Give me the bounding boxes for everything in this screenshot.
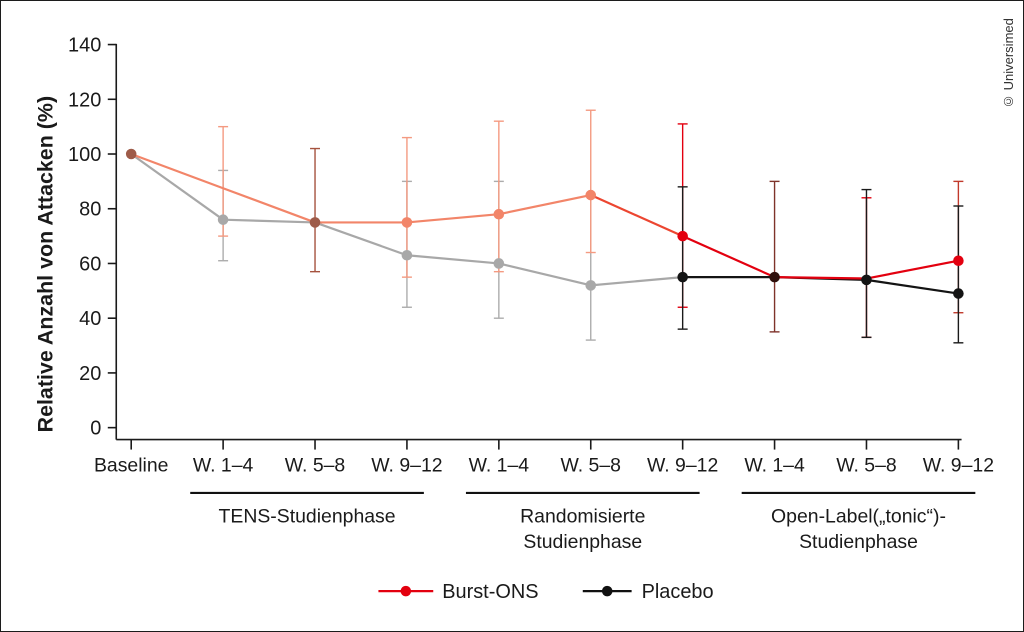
x-category-label: W. 5–8	[561, 455, 621, 477]
data-point-placebo	[401, 249, 413, 261]
y-tick-label: 0	[90, 418, 101, 440]
data-point-placebo	[861, 274, 872, 286]
data-point-burst-ons	[401, 217, 413, 228]
phase-label: Studienphase	[523, 531, 642, 553]
y-tick-label: 20	[79, 363, 101, 385]
series-segment-placebo	[314, 221, 408, 257]
data-point-burst-ons	[953, 255, 964, 267]
series-segment-placebo	[590, 276, 683, 287]
legend-label: Burst-ONS	[442, 581, 538, 603]
x-category-label: W. 1–4	[744, 455, 805, 477]
data-point-burst-ons	[309, 217, 321, 228]
y-tick-label: 80	[79, 199, 101, 221]
x-category-label: W. 9–12	[923, 455, 994, 477]
series-segment-placebo	[130, 153, 224, 221]
series-segment-burst-ons	[682, 235, 776, 279]
y-tick-label: 120	[68, 89, 101, 111]
series-segment-placebo	[866, 278, 959, 295]
y-axis-title: Relative Anzahl von Attacken (%)	[33, 96, 57, 432]
legend-label: Placebo	[642, 581, 714, 603]
series-segment-burst-ons	[590, 194, 684, 238]
data-point-placebo	[953, 288, 964, 299]
legend-marker	[400, 585, 412, 597]
legend-marker	[601, 585, 613, 597]
x-category-label: W. 1–4	[193, 455, 254, 477]
series-segment-placebo	[498, 262, 592, 287]
phase-label: Open-Label(„tonic“)-	[771, 505, 946, 527]
x-category-label: W. 1–4	[469, 455, 530, 477]
series-segment-burst-ons	[222, 187, 316, 224]
y-tick-label: 60	[79, 253, 101, 275]
series-segment-burst-ons	[498, 193, 591, 216]
series-segment-placebo	[223, 218, 316, 224]
x-category-label: W. 5–8	[836, 455, 896, 477]
data-point-placebo	[677, 271, 688, 283]
data-point-placebo	[769, 271, 780, 283]
copyright-label: © Universimed	[1001, 18, 1016, 109]
data-point-burst-ons	[585, 189, 597, 201]
phase-label: TENS-Studienphase	[219, 505, 396, 527]
series-segment-burst-ons	[866, 259, 959, 280]
phase-label: Studienphase	[799, 531, 918, 553]
data-point-burst-ons	[125, 148, 137, 160]
x-category-label: W. 9–12	[647, 455, 718, 477]
x-category-label: W. 9–12	[371, 455, 442, 477]
x-category-label: Baseline	[94, 455, 169, 477]
x-category-label: W. 5–8	[285, 455, 345, 477]
y-tick-label: 100	[68, 144, 101, 166]
data-point-placebo	[585, 280, 597, 291]
data-point-burst-ons	[493, 208, 505, 220]
series-segment-burst-ons	[406, 213, 499, 224]
series-segment-burst-ons	[774, 276, 867, 280]
data-point-burst-ons	[677, 230, 688, 242]
phase-label: Randomisierte	[520, 505, 645, 527]
data-point-placebo	[493, 258, 505, 269]
series-segment-placebo	[406, 254, 499, 265]
data-point-placebo	[217, 214, 229, 225]
series-segment-burst-ons	[130, 152, 224, 190]
y-tick-label: 40	[79, 308, 101, 330]
y-tick-label: 140	[68, 35, 101, 57]
